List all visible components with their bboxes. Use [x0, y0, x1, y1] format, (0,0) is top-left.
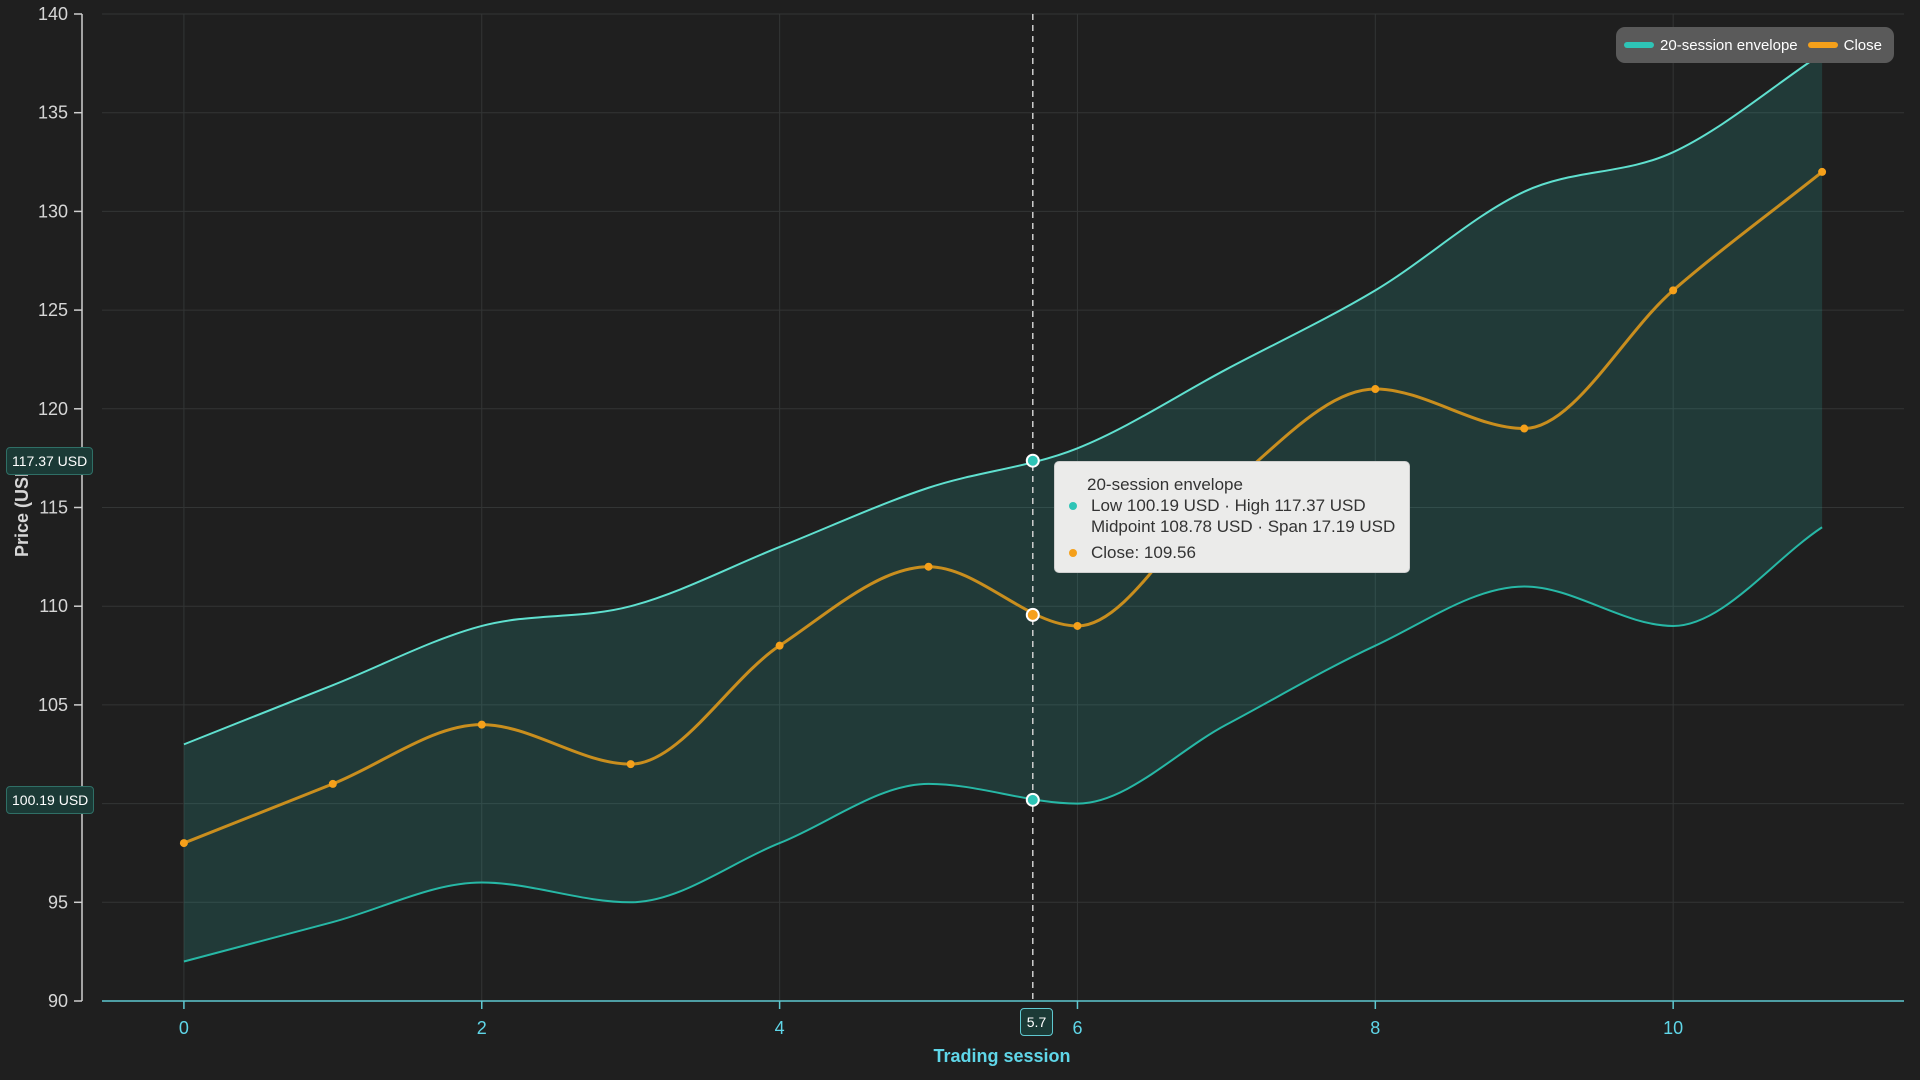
envelope-low-line	[183, 526, 1823, 963]
close-point	[775, 641, 784, 650]
y-readout-high: 117.37 USD	[6, 446, 94, 475]
y-tick-label: 105	[38, 695, 68, 715]
x-readout: 5.7	[1020, 1008, 1053, 1036]
tooltip-envelope-dot	[1069, 502, 1077, 510]
y-tick-label: 90	[48, 991, 68, 1011]
close-point	[1371, 385, 1380, 394]
tooltip-envelope-row: Low 100.19 USD · High 117.37 USD Midpoin…	[1065, 495, 1399, 537]
tooltip-envelope-line2: Midpoint 108.78 USD · Span 17.19 USD	[1091, 517, 1396, 536]
legend-item-close[interactable]: Close	[1807, 36, 1882, 54]
x-tick-label: 10	[1663, 1018, 1683, 1038]
y-tick-label: 135	[38, 103, 68, 123]
legend-label-envelope: 20-session envelope	[1660, 36, 1798, 54]
hover-tooltip: 20-session envelope Low 100.19 USD · Hig…	[1054, 461, 1410, 573]
y-tick-labels: 9095100105110115120125130135140	[38, 4, 82, 1011]
x-tick-label: 8	[1370, 1018, 1380, 1038]
x-tick-labels: 0 2 4 6 8 10	[179, 1001, 1683, 1038]
envelope-fill	[183, 53, 1823, 962]
tooltip-close-dot	[1069, 549, 1077, 557]
envelope-high-line	[183, 52, 1823, 746]
tooltip-close-row: Close: 109.56	[1065, 542, 1399, 563]
legend-swatch-close	[1807, 42, 1838, 48]
hover-marker-low	[1025, 792, 1040, 807]
x-tick-label: 0	[179, 1018, 189, 1038]
y-tick-label: 140	[38, 4, 68, 24]
close-point	[1520, 424, 1529, 433]
x-tick-label: 2	[477, 1018, 487, 1038]
close-points	[179, 167, 1827, 848]
x-tick-label: 6	[1072, 1018, 1082, 1038]
close-point	[626, 760, 635, 769]
envelope-band	[183, 53, 1823, 962]
y-readout-low: 100.19 USD	[6, 785, 95, 814]
close-point	[328, 779, 337, 788]
close-point	[1073, 621, 1082, 630]
close-point	[179, 839, 188, 848]
tooltip-title: 20-session envelope	[1087, 475, 1243, 494]
close-point	[924, 562, 933, 571]
y-tick-label: 125	[38, 300, 68, 320]
y-tick-label: 110	[39, 596, 68, 616]
tooltip-close-value: Close: 109.56	[1091, 543, 1196, 562]
legend-label-close: Close	[1843, 36, 1882, 54]
y-tick-label: 95	[48, 892, 68, 912]
legend-swatch-envelope	[1624, 42, 1655, 48]
close-point	[1669, 286, 1678, 295]
close-point	[477, 720, 486, 729]
hover-marker-close	[1025, 607, 1040, 622]
y-axis-title: Price (USD)	[12, 458, 32, 557]
x-axis-title: Trading session	[933, 1046, 1070, 1066]
y-tick-label: 115	[39, 498, 68, 518]
tooltip-envelope-line1: Low 100.19 USD · High 117.37 USD	[1091, 496, 1366, 515]
y-tick-label: 120	[38, 399, 68, 419]
close-point	[1818, 167, 1827, 176]
hover-marker-high	[1025, 453, 1040, 468]
x-tick-label: 4	[775, 1018, 785, 1038]
legend-item-envelope[interactable]: 20-session envelope	[1624, 37, 1798, 54]
y-tick-label: 130	[38, 201, 68, 221]
grid-lines	[102, 13, 1904, 1002]
legend: 20-session envelope Close	[1616, 27, 1894, 63]
hover-crosshair	[1025, 14, 1040, 1001]
